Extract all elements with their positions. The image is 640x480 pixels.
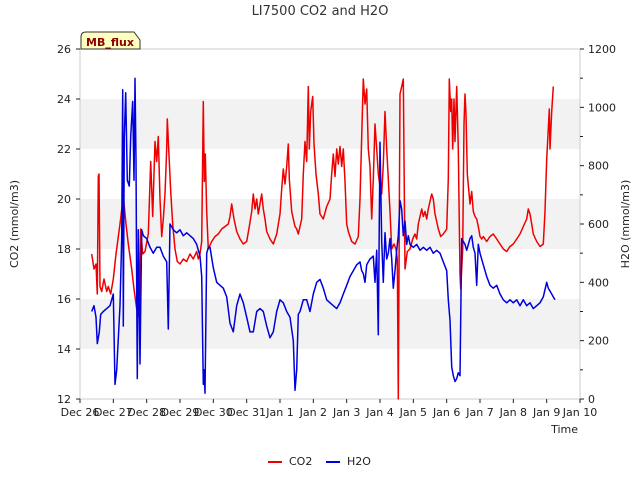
- grid-band: [80, 199, 580, 249]
- grid-bands: [80, 99, 580, 349]
- left-tick-label: 26: [57, 43, 71, 56]
- x-tick-label: Jan 7: [465, 406, 493, 419]
- right-tick-label: 0: [588, 393, 595, 406]
- legend-label-co2: CO2: [289, 455, 312, 468]
- left-tick-label: 22: [57, 143, 71, 156]
- series-line-h2o: [91, 77, 556, 394]
- left-tick-label: 20: [57, 193, 71, 206]
- badge-label: MB_flux: [86, 36, 134, 49]
- x-tick-label: Jan 2: [299, 406, 327, 419]
- left-tick-label: 24: [57, 93, 71, 106]
- x-tick-label: Jan 1: [265, 406, 293, 419]
- x-axis-label: Time: [550, 423, 578, 436]
- left-tick-label: 16: [57, 293, 71, 306]
- badge-shape: [80, 31, 141, 50]
- right-tick-label: 1200: [588, 43, 616, 56]
- x-tick-label: Dec 30: [194, 406, 233, 419]
- chart-title: LI7500 CO2 and H2O: [252, 4, 389, 19]
- left-axis-label: CO2 (mmol/m3): [8, 180, 21, 268]
- x-tick-label: Dec 27: [94, 406, 133, 419]
- series-line-co2: [90, 78, 555, 400]
- x-tick-label: Jan 3: [332, 406, 360, 419]
- legend-label-h2o: H2O: [347, 455, 371, 468]
- right-tick-label: 1000: [588, 101, 616, 114]
- legend: CO2 H2O: [268, 455, 371, 468]
- grid-band: [80, 299, 580, 349]
- x-tick-label: Jan 8: [499, 406, 527, 419]
- x-tick-label: Jan 6: [432, 406, 460, 419]
- x-tick-label: Jan 5: [399, 406, 427, 419]
- grid-band: [80, 99, 580, 149]
- left-tick-label: 12: [57, 393, 71, 406]
- right-tick-label: 400: [588, 276, 609, 289]
- left-tick-label: 18: [57, 243, 71, 256]
- x-tick-label: Jan 9: [532, 406, 560, 419]
- mb-flux-badge: MB_flux: [80, 31, 141, 50]
- right-axis-label: H2O (mmol/m3): [619, 180, 632, 269]
- right-tick-label: 200: [588, 335, 609, 348]
- left-tick-label: 14: [57, 343, 71, 356]
- right-axis-ticks: 0 200 400 600 800 1000 1200: [580, 43, 616, 406]
- right-tick-label: 800: [588, 160, 609, 173]
- series-lines: [90, 77, 556, 400]
- left-axis-ticks: 12 14 16 18 20 22 24 26: [57, 43, 80, 406]
- right-tick-label: 600: [588, 218, 609, 231]
- x-tick-label: Dec 26: [61, 406, 100, 419]
- x-tick-label: Jan 10: [562, 406, 597, 419]
- x-tick-label: Jan 4: [365, 406, 393, 419]
- x-tick-label: Dec 31: [227, 406, 266, 419]
- x-tick-label: Dec 29: [161, 406, 200, 419]
- x-tick-label: Dec 28: [127, 406, 166, 419]
